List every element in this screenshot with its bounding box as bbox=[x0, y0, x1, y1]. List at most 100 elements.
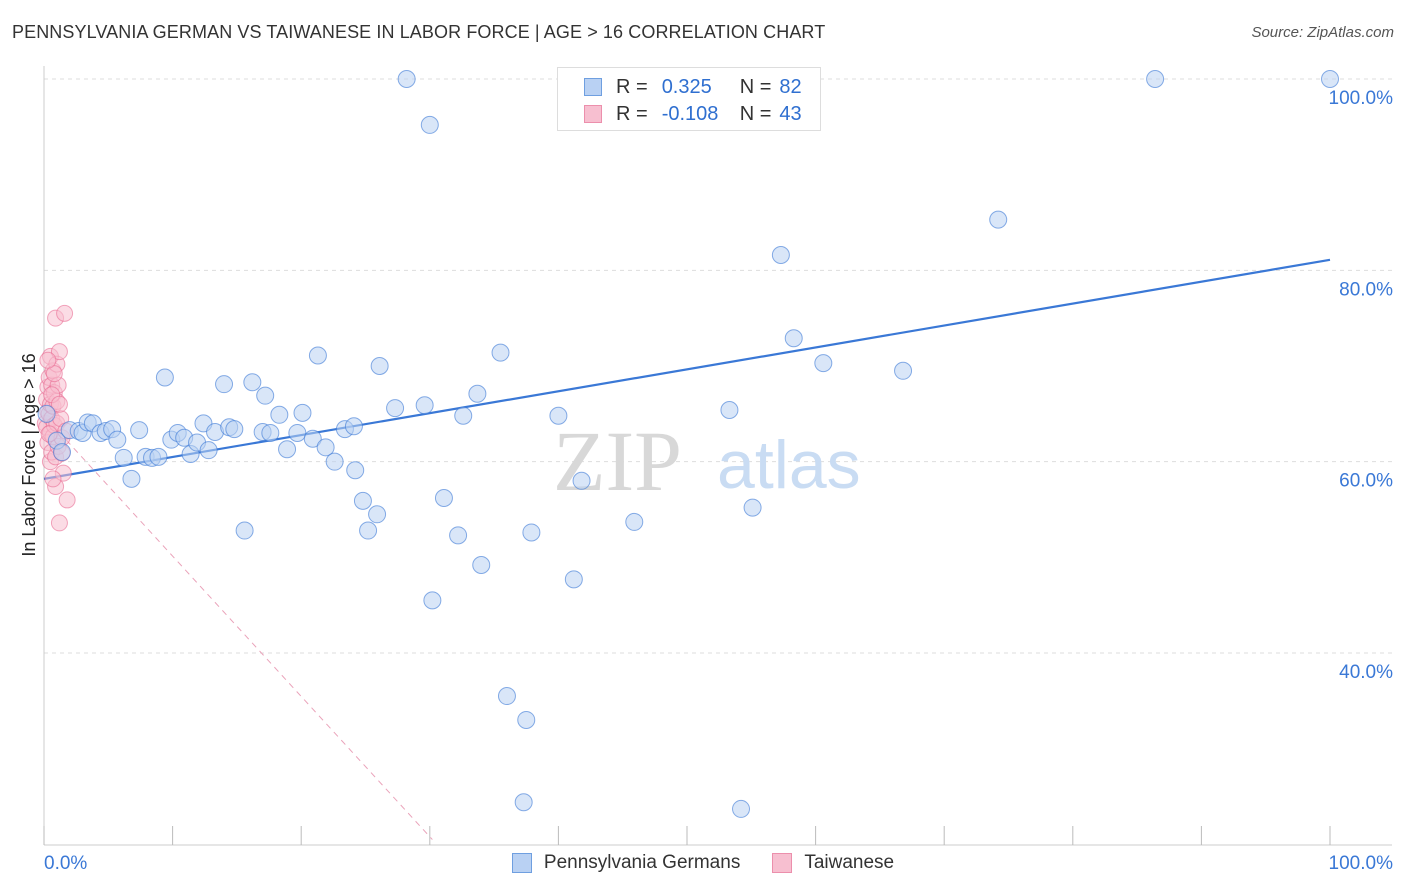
x-tick-label: 0.0% bbox=[44, 853, 87, 874]
pennsylvania-germans-point bbox=[108, 430, 127, 449]
pennsylvania-germans-point bbox=[346, 461, 365, 480]
pennsylvania-germans-point bbox=[215, 375, 234, 394]
pennsylvania-germans-point bbox=[308, 346, 327, 365]
trend-lines bbox=[43, 258, 1331, 840]
legend-n-label: N = bbox=[739, 75, 772, 98]
pennsylvania-germans-point bbox=[434, 489, 453, 508]
pennsylvania-germans-point bbox=[415, 396, 434, 415]
pennsylvania-germans-point bbox=[303, 429, 322, 448]
pennsylvania-germans-point bbox=[199, 441, 218, 460]
y-axis-label: In Labor Force | Age > 16 bbox=[19, 353, 39, 556]
bottom-legend-label: Pennsylvania Germans bbox=[543, 852, 741, 873]
watermark-zip: ZIP bbox=[553, 413, 682, 509]
pennsylvania-germans-point bbox=[549, 406, 568, 425]
pennsylvania-germans-point bbox=[572, 471, 591, 490]
tick-labels: 40.0% 60.0% 80.0% 100.0% 0.0% 100.0% bbox=[44, 88, 1393, 874]
pennsylvania-germans-point bbox=[325, 452, 344, 471]
pennsylvania-germans-point bbox=[130, 421, 149, 440]
taiwanese-point bbox=[39, 351, 57, 369]
pennsylvania-germans-point bbox=[743, 498, 762, 517]
pennsylvania-germans-point bbox=[261, 423, 280, 442]
y-tick-label: 100.0% bbox=[1329, 88, 1394, 109]
taiwanese-point bbox=[56, 304, 74, 322]
legend-row-taiwanese: R = -0.108 N = 43 bbox=[584, 101, 802, 127]
pennsylvania-germans-point bbox=[397, 70, 416, 88]
pennsylvania-germans-point bbox=[472, 555, 491, 574]
legend-swatch-pink bbox=[772, 853, 793, 873]
pennsylvania-germans-point bbox=[353, 491, 372, 510]
taiwanese-point bbox=[50, 343, 68, 361]
pennsylvania-germans-point bbox=[454, 406, 473, 425]
legend-swatch-blue bbox=[584, 78, 602, 96]
taiwanese-point bbox=[50, 514, 68, 532]
legend-r-value: 0.325 bbox=[661, 75, 712, 98]
x-tick-label: 100.0% bbox=[1329, 853, 1394, 874]
legend-n-label: N = bbox=[739, 102, 772, 125]
pennsylvania-germans-point bbox=[784, 329, 803, 348]
grid-lines bbox=[44, 78, 1392, 654]
y-tick-label: 40.0% bbox=[1339, 662, 1393, 683]
pennsylvania-germans-point bbox=[522, 523, 541, 542]
pennsylvania-germans-point bbox=[37, 404, 56, 423]
pennsylvania-germans-point bbox=[894, 361, 913, 380]
bottom-legend-label: Taiwanese bbox=[804, 852, 895, 873]
pennsylvania-germans-point bbox=[386, 399, 405, 418]
legend-r-label: R = bbox=[616, 102, 648, 125]
pennsylvania-germans-point bbox=[449, 526, 468, 545]
legend-row-pennsylvania-germans: R = 0.325 N = 82 bbox=[584, 74, 802, 100]
legend-n-value: 43 bbox=[779, 102, 802, 125]
pennsylvania-germans-point bbox=[423, 591, 442, 610]
taiwanese-trend-line bbox=[43, 415, 433, 840]
pennsylvania-germans-point bbox=[420, 115, 439, 134]
legend-swatch-blue bbox=[511, 853, 532, 873]
pennsylvania-germans-point bbox=[468, 384, 487, 403]
pennsylvania-germans-point bbox=[114, 448, 133, 467]
pennsylvania-germans-point bbox=[564, 570, 583, 589]
pennsylvania-germans-point bbox=[243, 373, 262, 392]
pennsylvania-germans-point bbox=[288, 423, 307, 442]
legend-r-label: R = bbox=[616, 75, 648, 98]
pennsylvania-germans-point bbox=[514, 793, 533, 812]
pennsylvania-germans-point bbox=[1146, 70, 1165, 88]
pennsylvania-germans-point bbox=[149, 447, 168, 466]
source-label: Source: ZipAtlas.com bbox=[1251, 24, 1394, 41]
bottom-legend: Pennsylvania Germans Taiwanese bbox=[0, 852, 1406, 874]
pennsylvania-germans-point bbox=[1321, 70, 1339, 88]
bottom-legend-item-taiwanese: Taiwanese bbox=[772, 852, 894, 874]
pennsylvania-germans-point bbox=[771, 246, 790, 265]
pennsylvania-germans-point bbox=[316, 438, 335, 457]
pennsylvania-germans-point bbox=[270, 405, 289, 424]
y-tick-label: 60.0% bbox=[1339, 471, 1393, 492]
pennsylvania-germans-point bbox=[989, 210, 1008, 229]
pennsylvania-germans-point bbox=[625, 512, 644, 531]
pennsylvania-germans-point bbox=[491, 343, 510, 362]
pennsylvania-germans-point bbox=[256, 386, 275, 405]
pennsylvania-germans-point bbox=[122, 469, 141, 488]
taiwanese-point bbox=[58, 491, 76, 509]
pennsylvania-germans-point bbox=[368, 505, 387, 524]
pennsylvania-germans-point bbox=[359, 521, 378, 540]
chart-title: PENNSYLVANIA GERMAN VS TAIWANESE IN LABO… bbox=[12, 22, 826, 42]
pennsylvania-germans-point bbox=[155, 368, 174, 387]
watermark: ZIP atlas bbox=[553, 413, 861, 509]
taiwanese-point bbox=[44, 470, 62, 488]
pennsylvania-germans-point bbox=[225, 420, 244, 439]
pennsylvania-germans-point bbox=[814, 354, 833, 373]
pennsylvania-germans-point bbox=[293, 403, 312, 422]
pennsylvania-germans-points bbox=[37, 70, 1339, 818]
pennsylvania-germans-trend-line bbox=[43, 258, 1331, 480]
taiwanese-point bbox=[50, 395, 68, 413]
pennsylvania-germans-point bbox=[732, 799, 751, 818]
pennsylvania-germans-point bbox=[344, 417, 363, 436]
bottom-legend-item-pennsylvania-germans: Pennsylvania Germans bbox=[511, 852, 741, 874]
pennsylvania-germans-point bbox=[720, 401, 739, 420]
y-tick-label: 80.0% bbox=[1339, 279, 1393, 300]
legend-swatch-pink bbox=[584, 105, 602, 123]
watermark-atlas: atlas bbox=[717, 427, 861, 503]
legend-n-value: 82 bbox=[779, 75, 802, 98]
pennsylvania-germans-point bbox=[497, 687, 516, 706]
pennsylvania-germans-point bbox=[278, 440, 297, 459]
pennsylvania-germans-point bbox=[517, 710, 536, 729]
legend: R = 0.325 N = 82 R = -0.108 N = 43 bbox=[557, 67, 821, 131]
